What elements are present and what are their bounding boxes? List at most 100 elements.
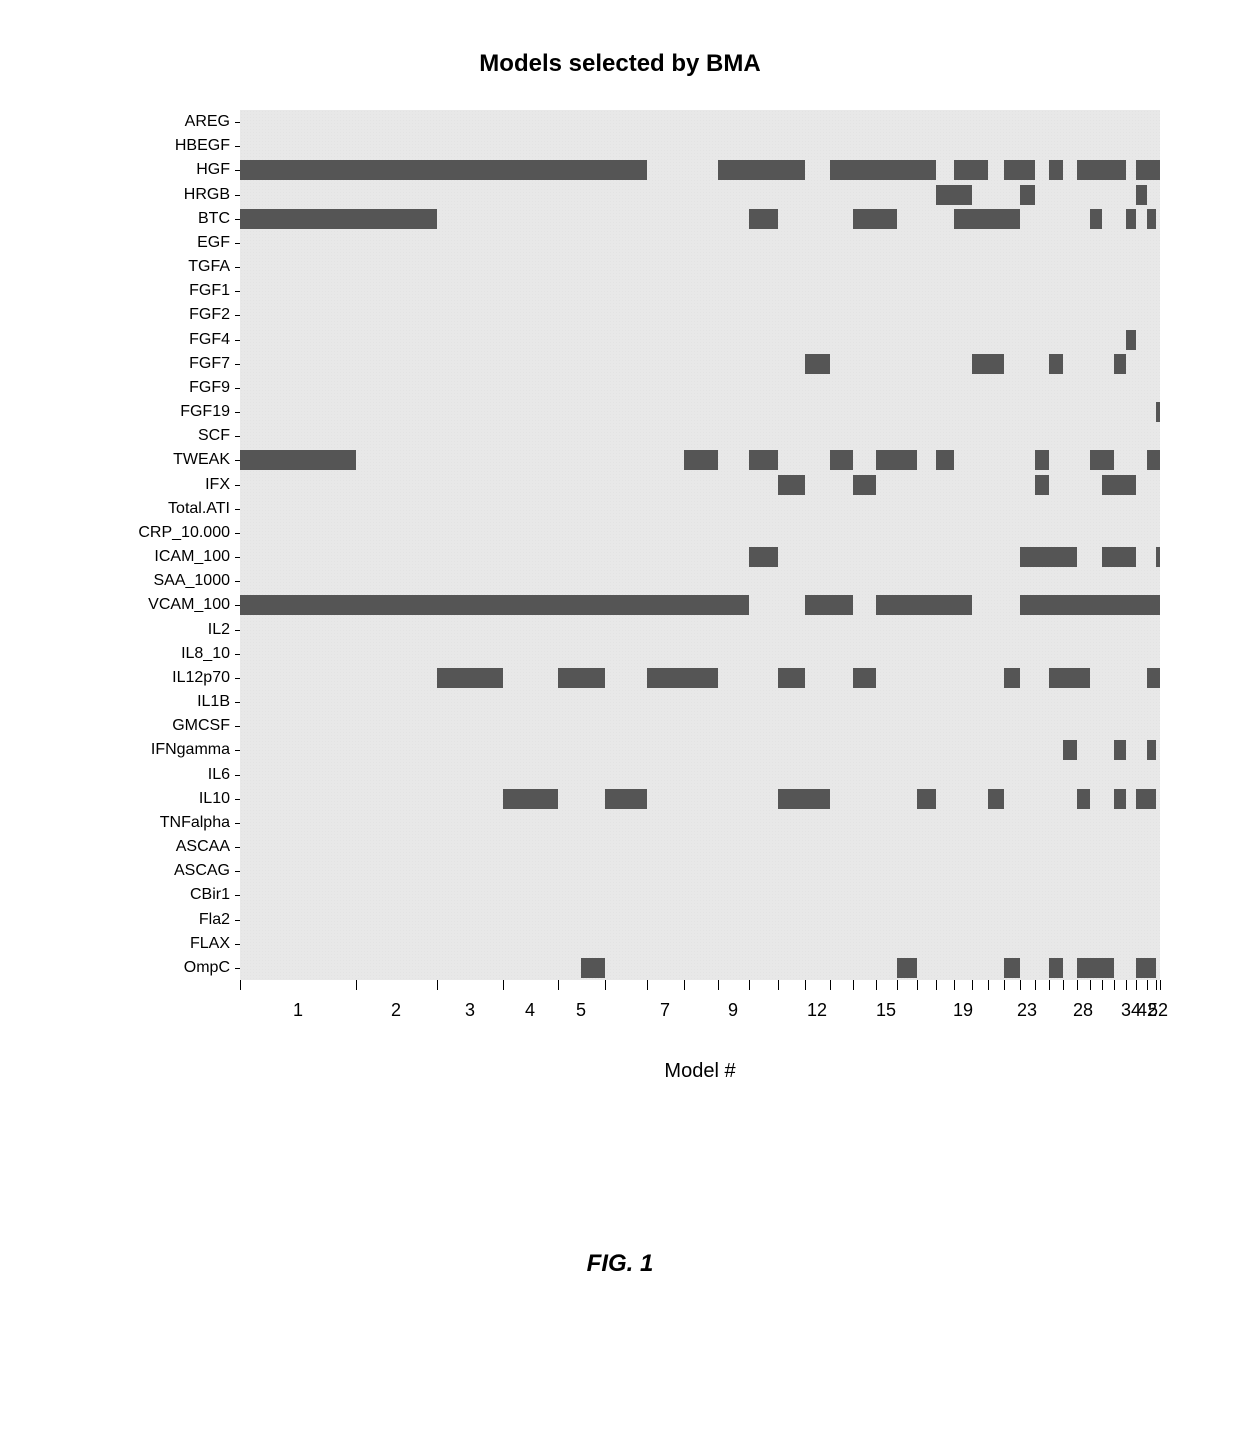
y-label: TWEAK xyxy=(173,452,230,468)
y-label: BTC xyxy=(198,211,230,227)
y-label: SCF xyxy=(198,428,230,444)
y-label: TGFA xyxy=(188,259,230,275)
data-cell xyxy=(1020,185,1035,205)
x-label: 7 xyxy=(660,1000,670,1021)
data-cell xyxy=(1114,740,1126,760)
data-cell xyxy=(684,450,718,470)
x-label: 3 xyxy=(465,1000,475,1021)
data-cell xyxy=(917,789,936,809)
data-cell xyxy=(1114,789,1126,809)
y-label: AREG xyxy=(185,114,230,130)
y-label: FGF1 xyxy=(189,283,230,299)
x-label: 4 xyxy=(525,1000,535,1021)
data-cell xyxy=(805,354,830,374)
data-cell xyxy=(1049,958,1063,978)
y-label: SAA_1000 xyxy=(153,573,230,589)
data-cell xyxy=(936,450,954,470)
x-tick xyxy=(1160,980,1161,990)
chart-title: Models selected by BMA xyxy=(0,50,1240,78)
y-label: FGF4 xyxy=(189,332,230,348)
data-cell xyxy=(1049,668,1090,688)
y-label: VCAM_100 xyxy=(148,597,230,613)
data-cell xyxy=(954,160,988,180)
data-cell xyxy=(778,668,805,688)
data-cell xyxy=(240,160,647,180)
data-cell xyxy=(718,160,805,180)
x-tick xyxy=(897,980,898,990)
x-tick xyxy=(805,980,806,990)
data-cell xyxy=(1147,668,1160,688)
data-cell xyxy=(853,475,876,495)
x-tick xyxy=(988,980,989,990)
data-cell xyxy=(749,450,778,470)
x-label: 52 xyxy=(1148,1000,1168,1021)
data-cell xyxy=(830,160,936,180)
x-tick xyxy=(876,980,877,990)
data-cell xyxy=(605,789,647,809)
y-label: GMCSF xyxy=(172,718,230,734)
y-label: CBir1 xyxy=(190,887,230,903)
data-cell xyxy=(1156,402,1160,422)
x-tick xyxy=(1004,980,1005,990)
x-tick xyxy=(917,980,918,990)
figure-caption: FIG. 1 xyxy=(0,1250,1240,1278)
y-label: TNFalpha xyxy=(160,815,230,831)
y-label: IL6 xyxy=(208,767,230,783)
x-tick xyxy=(718,980,719,990)
y-label: IL1B xyxy=(197,694,230,710)
y-label: FLAX xyxy=(190,936,230,952)
x-label: 9 xyxy=(728,1000,738,1021)
data-cell xyxy=(1004,668,1020,688)
data-cell xyxy=(853,209,897,229)
chart-container: AREGHBEGFHGFHRGBBTCEGFTGFAFGF1FGF2FGF4FG… xyxy=(80,100,1160,1100)
data-cell xyxy=(954,209,1020,229)
data-cell xyxy=(1114,354,1126,374)
y-label: FGF7 xyxy=(189,356,230,372)
y-label: OmpC xyxy=(184,960,230,976)
y-label: ICAM_100 xyxy=(154,549,230,565)
data-cell xyxy=(1090,209,1102,229)
data-cell xyxy=(1035,475,1049,495)
x-tick xyxy=(1114,980,1115,990)
y-label: EGF xyxy=(197,235,230,251)
data-cell xyxy=(1077,789,1090,809)
x-label: 23 xyxy=(1017,1000,1037,1021)
data-cell xyxy=(1035,450,1049,470)
x-tick xyxy=(1063,980,1064,990)
y-label: IL12p70 xyxy=(172,670,230,686)
x-tick xyxy=(830,980,831,990)
data-cell xyxy=(647,668,718,688)
x-tick xyxy=(1035,980,1036,990)
noise-texture xyxy=(240,110,1160,980)
x-tick xyxy=(972,980,973,990)
data-cell xyxy=(1156,547,1160,567)
x-tick xyxy=(1077,980,1078,990)
x-tick xyxy=(558,980,559,990)
y-label: IFNgamma xyxy=(151,742,230,758)
data-cell xyxy=(1136,789,1156,809)
x-axis-labels: 12345791215192328344252 xyxy=(240,995,1160,1025)
x-tick xyxy=(647,980,648,990)
y-label: FGF19 xyxy=(180,404,230,420)
x-label: 12 xyxy=(807,1000,827,1021)
data-cell xyxy=(1136,185,1147,205)
x-tick xyxy=(1049,980,1050,990)
data-cell xyxy=(1136,958,1156,978)
y-label: IL10 xyxy=(199,791,230,807)
data-cell xyxy=(1020,547,1077,567)
data-cell xyxy=(1063,740,1077,760)
x-tick xyxy=(954,980,955,990)
x-label: 1 xyxy=(293,1000,303,1021)
data-cell xyxy=(240,595,749,615)
data-cell xyxy=(1136,160,1160,180)
data-cell xyxy=(240,450,356,470)
x-label: 5 xyxy=(576,1000,586,1021)
y-label: FGF2 xyxy=(189,307,230,323)
y-label: IL2 xyxy=(208,622,230,638)
x-axis-title: Model # xyxy=(240,1060,1160,1083)
x-tick xyxy=(936,980,937,990)
data-cell xyxy=(1102,475,1136,495)
x-tick xyxy=(778,980,779,990)
x-label: 28 xyxy=(1073,1000,1093,1021)
data-cell xyxy=(240,209,437,229)
